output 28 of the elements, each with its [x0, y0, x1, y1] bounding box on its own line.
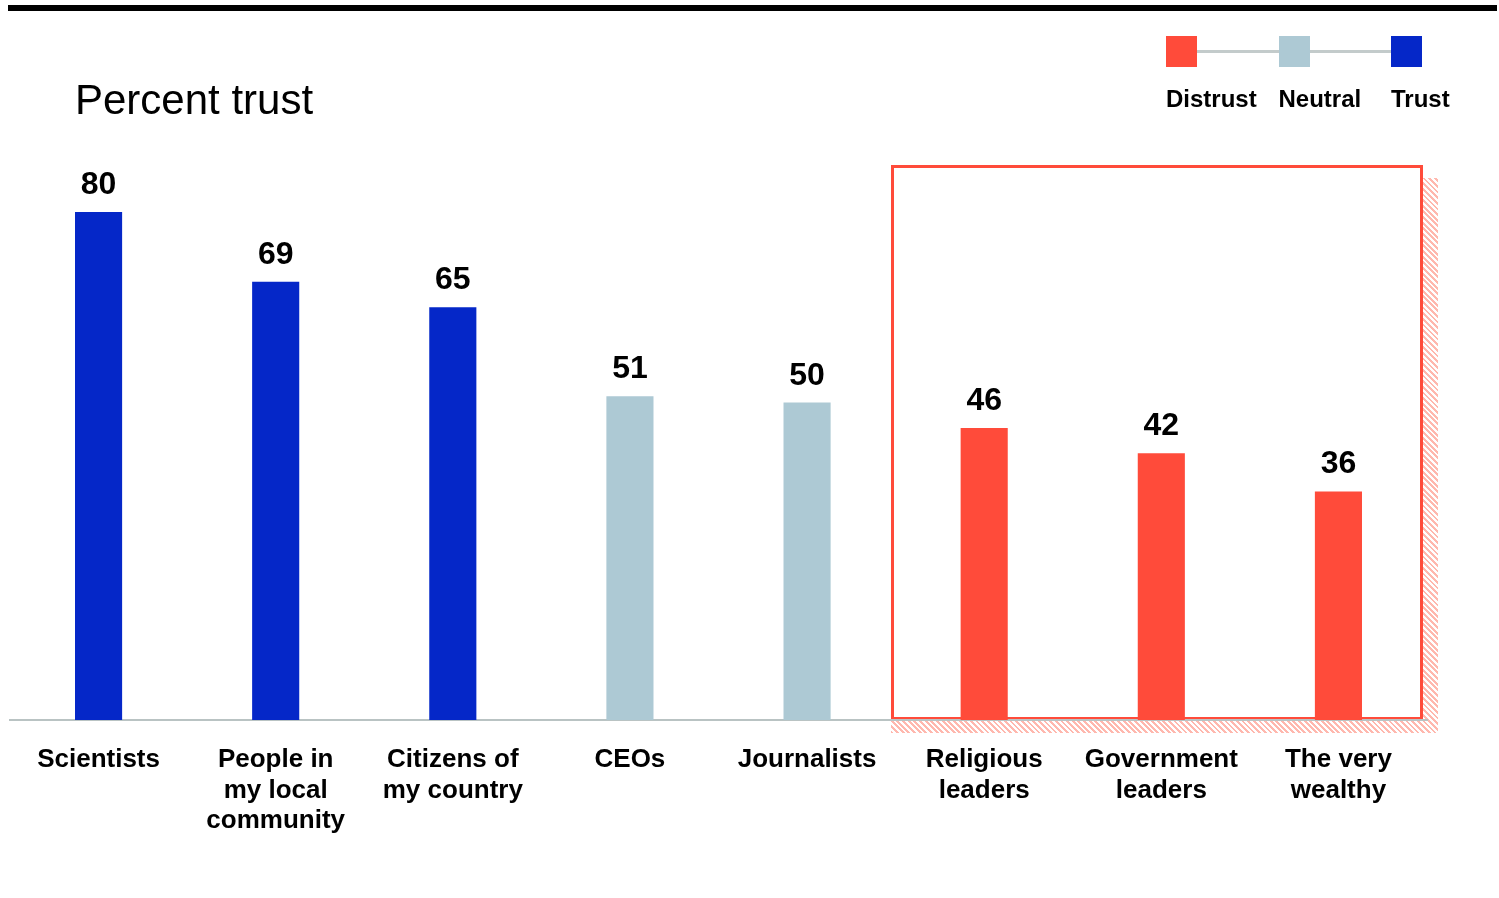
bar — [960, 427, 1008, 720]
data-label: 36 — [1320, 444, 1357, 481]
data-label: 65 — [435, 260, 471, 297]
x-tick-label: People in my local community — [206, 743, 346, 835]
chart-title: Percent trust — [75, 76, 314, 123]
x-tick-label: Citizens of my country — [382, 743, 524, 804]
bar — [429, 307, 477, 720]
bar — [75, 212, 123, 720]
x-tick-label: Religious leaders — [925, 743, 1043, 804]
legend-label: Distrust — [1166, 85, 1257, 112]
data-label: 80 — [80, 165, 117, 201]
bar — [783, 402, 831, 720]
x-tick-label: Journalists — [737, 743, 877, 774]
bar — [1137, 453, 1185, 720]
legend-label: Neutral — [1278, 85, 1362, 112]
bar — [252, 281, 300, 720]
bar — [606, 396, 654, 720]
data-label: 50 — [789, 355, 825, 392]
legend-label: Trust — [1391, 85, 1450, 112]
data-label: 42 — [1143, 406, 1180, 443]
bar — [1314, 491, 1362, 720]
x-tick-label: Government leaders — [1084, 743, 1239, 804]
data-label: 51 — [612, 349, 648, 386]
x-tick-label: Scientists — [37, 743, 160, 774]
x-tick-label: CEOs — [594, 743, 666, 774]
x-tick-label: The very wealthy — [1284, 743, 1393, 804]
data-label: 46 — [966, 380, 1002, 417]
data-label: 69 — [257, 234, 294, 271]
